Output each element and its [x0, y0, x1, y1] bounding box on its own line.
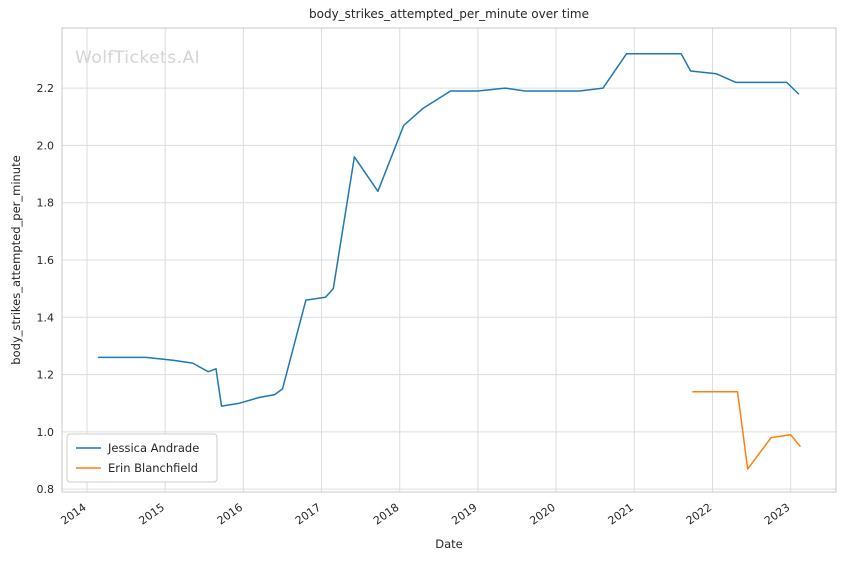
- x-axis-label: Date: [435, 537, 463, 551]
- y-tick-label: 1.6: [37, 254, 55, 267]
- y-axis-label: body_strikes_attempted_per_minute: [9, 155, 23, 365]
- series-line-jessica-andrade: [97, 53, 800, 407]
- legend-label: Erin Blanchfield: [108, 461, 198, 475]
- x-tick-label: 2022: [684, 501, 714, 528]
- y-tick-label: 1.8: [37, 197, 55, 210]
- watermark: WolfTickets.AI: [75, 48, 201, 68]
- x-tick-label: 2017: [293, 501, 323, 528]
- legend: Jessica Andrade Erin Blanchfield: [66, 433, 218, 483]
- plot-border: [61, 27, 837, 493]
- x-tick-labels: 2014 2015 2016 2017 2018 2019 2020 2021 2022 2023: [58, 501, 792, 528]
- x-tick-label: 2015: [137, 501, 167, 528]
- x-tick-label: 2014: [58, 501, 88, 528]
- y-tick-label: 2.2: [37, 82, 55, 95]
- series-line-erin-blanchfield: [692, 391, 801, 470]
- x-tick-label: 2021: [606, 501, 636, 528]
- x-tick-label: 2023: [762, 501, 792, 528]
- gridlines: [62, 28, 836, 492]
- y-tick-label: 2.0: [37, 139, 55, 152]
- chart-title: body_strikes_attempted_per_minute over t…: [309, 7, 589, 21]
- legend-box: [66, 433, 218, 483]
- y-tick-label: 1.4: [37, 311, 55, 324]
- x-tick-label: 2020: [527, 501, 557, 528]
- y-tick-label: 1.0: [37, 426, 55, 439]
- y-tick-labels: 0.8 1.0 1.2 1.4 1.6 1.8 2.0 2.2: [37, 82, 55, 496]
- x-tick-label: 2018: [371, 501, 401, 528]
- legend-label: Jessica Andrade: [107, 441, 199, 455]
- y-tick-label: 0.8: [37, 483, 55, 496]
- y-tick-label: 1.2: [37, 369, 55, 382]
- x-tick-label: 2016: [215, 501, 245, 528]
- x-tick-label: 2019: [449, 501, 479, 528]
